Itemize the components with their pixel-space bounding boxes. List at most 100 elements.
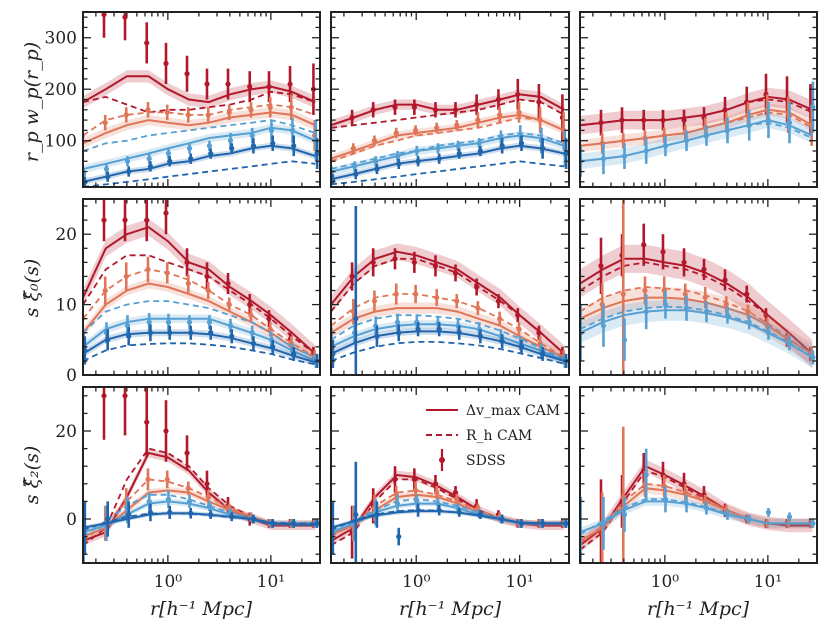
panel-r2-c2-series-2-data-point bbox=[371, 298, 378, 304]
panel-r1-c1-series-2-data-point bbox=[248, 107, 254, 113]
legend-errorbar-marker bbox=[439, 457, 445, 463]
panel-r3-c1-series-4-data-point bbox=[208, 511, 214, 518]
panel-r2-c1-series-2-data-point bbox=[123, 273, 129, 280]
panel-r2-c1-series-2-data-point bbox=[226, 302, 232, 308]
panel-r2-c2-series-1-band bbox=[331, 243, 565, 363]
panel-r2-c1-series-3-data-point bbox=[227, 323, 234, 329]
panel-r1-c1-series-3-data-point bbox=[103, 166, 110, 172]
panel-r2-c2-series-1-data-point bbox=[370, 259, 376, 265]
panel-r2-c1-series-2-data-point bbox=[145, 266, 151, 272]
panel-r1-c1-series-1-data-point bbox=[163, 60, 169, 67]
panel-r1-c2-series-4-data-point bbox=[374, 166, 380, 172]
panel-r1-c1-series-2-band bbox=[83, 107, 316, 149]
panel-r1-c1-series-4-data-point bbox=[250, 143, 257, 149]
panel-r3-c2-series-4-data-point bbox=[518, 520, 525, 527]
panel-r3-c1-series-2-data-point bbox=[185, 485, 191, 491]
panel-r1-c1-series-4-data-point bbox=[208, 150, 214, 157]
panel-r1-c2-plot-area bbox=[331, 78, 569, 186]
panel-r1-c1-series-4-data-point bbox=[167, 158, 173, 164]
panel-r2-c3-series-1-data-point bbox=[641, 242, 647, 248]
panel-r3-c3-plot-area bbox=[580, 426, 816, 563]
panel-r3-c3-series-3-data-point bbox=[746, 516, 752, 522]
panel-r3-c2-series-4-data-point bbox=[331, 525, 336, 531]
panel-r2-c3-series-3-solid-line bbox=[580, 309, 813, 359]
panel-r3-c1-series-1-data-point bbox=[204, 481, 210, 487]
panel-r1-c3-series-1-data-point bbox=[722, 107, 728, 113]
panel-r1-c2-series-2-data-point bbox=[412, 127, 419, 133]
panel-r2-c2-series-1-data-point bbox=[392, 256, 398, 262]
panel-r1-c1-series-4-data-point bbox=[105, 174, 111, 180]
panel-r2-c1-series-4-data-point bbox=[126, 333, 132, 339]
panel-r1-c1-series-3-solid-line bbox=[83, 126, 316, 170]
panel-r2-c3-series-3-data-point bbox=[703, 309, 710, 315]
panel-r1-c2-series-2-data-point bbox=[475, 117, 481, 123]
panel-r2-c3-series-3-data-point bbox=[600, 323, 607, 329]
ylabel-row-3: s ξ̂₂(s) bbox=[21, 446, 43, 504]
panel-r3-c2-xtick-label: 10¹ bbox=[505, 572, 533, 592]
panel-r1-c1-series-4-dashed-line bbox=[83, 160, 316, 187]
panel-r1-c2-series-3-data-point bbox=[435, 145, 441, 151]
panel-r3-c1: 0 20 10⁰ 10¹ bbox=[55, 386, 321, 592]
panel-r2-c2-series-2-data-point bbox=[454, 298, 460, 304]
panel-r1-c1-series-1-data-point bbox=[287, 81, 293, 87]
panel-r3-c2-series-4-data-point bbox=[353, 511, 359, 518]
panel-r3-c3-series-3-data-point bbox=[662, 496, 669, 502]
panel-r3-c1-series-4-data-point bbox=[314, 520, 320, 527]
panel-r3-c2-xtick-label: 10⁰ bbox=[402, 572, 431, 592]
legend-label-dvmax: Δv_max CAM bbox=[466, 403, 560, 419]
panel-r1-c1-series-3-data-point bbox=[146, 156, 152, 162]
panel-r2-c3-series-3-data-point bbox=[724, 312, 731, 318]
panel-r1-c3-series-1-band bbox=[580, 87, 813, 135]
panel-r1-c1-series-3-data-point bbox=[268, 127, 275, 133]
panel-r2-c1-series-1-data-point bbox=[204, 273, 210, 280]
panel-r3-c1-frame bbox=[82, 386, 321, 564]
panel-r2-c1-series-4-data-point bbox=[147, 330, 154, 336]
panel-r2-c1-series-1-data-point bbox=[163, 210, 169, 216]
panel-r2-c1-series-4-data-point bbox=[167, 330, 173, 336]
panel-r3-c1-series-4-data-point bbox=[229, 514, 235, 520]
panel-r2-c2 bbox=[330, 198, 570, 376]
panel-r1-c2-series-3-data-point bbox=[373, 158, 379, 164]
panel-r2-c3-series-1-data-point bbox=[701, 266, 707, 272]
panel-r2-c3-series-2-data-point bbox=[723, 302, 729, 308]
panel-r1-c1-series-2-data-point bbox=[185, 112, 191, 118]
panel-r2-c3-series-2-data-point bbox=[682, 291, 688, 297]
panel-r1-c1-series-3-data-point bbox=[165, 150, 172, 157]
panel-r1-c2-series-3-solid-line bbox=[331, 134, 565, 173]
panel-r1-c3-series-3-data-point bbox=[724, 127, 731, 133]
panel-r2-c1-series-4-data-point bbox=[229, 333, 235, 339]
panel-r2-c3-plot-area bbox=[580, 199, 816, 375]
panel-r3-c2-series-1-data-point bbox=[432, 481, 439, 487]
panel-r2-c2-series-4-data-point bbox=[518, 344, 525, 350]
panel-r3-c1-series-4-data-point bbox=[83, 525, 88, 531]
panel-r1-c2-series-1-dashed-line bbox=[331, 98, 565, 129]
panel-r1-c2-series-1-data-point bbox=[432, 107, 439, 113]
panel-r2-c2-series-4-data-point bbox=[499, 338, 505, 344]
panel-r3-c2-series-4-data-point bbox=[499, 516, 505, 522]
panel-r1-c3 bbox=[579, 11, 818, 188]
panel-r2-c1-series-2-band bbox=[83, 278, 316, 363]
panel-r1-c2-series-4-data-point bbox=[436, 156, 442, 162]
panel-r3-c3: 10⁰ 10¹ bbox=[579, 386, 818, 592]
panel-r3-c1-series-3-data-point bbox=[146, 498, 152, 504]
panel-r1-c3-series-3-data-point bbox=[662, 143, 669, 149]
panel-r3-c2-series-1-data-point bbox=[411, 476, 417, 482]
panel-r1-c2-series-4-solid-line bbox=[331, 144, 565, 181]
ylabel-row-2: s ξ̂₀(s) bbox=[21, 259, 43, 317]
panel-r2-c2-series-1-data-point bbox=[411, 259, 417, 265]
panel-r1-c3-series-1-data-point bbox=[641, 117, 647, 123]
panel-r2-c1-series-1-data-point bbox=[101, 217, 107, 223]
panel-r2-c2-series-1-data-point bbox=[515, 312, 521, 318]
panel-r3-c2-series-4-data-point bbox=[540, 520, 546, 527]
panel-r3-c2: 10⁰ 10¹ bbox=[330, 386, 570, 592]
panel-r2-c3-series-3-data-point bbox=[765, 330, 772, 336]
panel-r1-c2-series-2-dashed-line bbox=[331, 116, 565, 163]
panel-r2-c2-series-1-data-point bbox=[349, 273, 355, 280]
panel-r1-c1-series-1-data-point bbox=[101, 12, 107, 18]
panel-r1-c3-series-1-data-point bbox=[660, 117, 666, 123]
panel-r2-c3-series-2-data-point bbox=[745, 309, 751, 315]
panel-r1-c1-ytick-label: 100 bbox=[45, 132, 77, 152]
panel-r1-c2-series-4-data-point bbox=[518, 140, 525, 146]
panel-r1-c1-series-2-data-point bbox=[123, 112, 129, 118]
panel-r1-c2-series-3-data-point bbox=[455, 143, 461, 149]
